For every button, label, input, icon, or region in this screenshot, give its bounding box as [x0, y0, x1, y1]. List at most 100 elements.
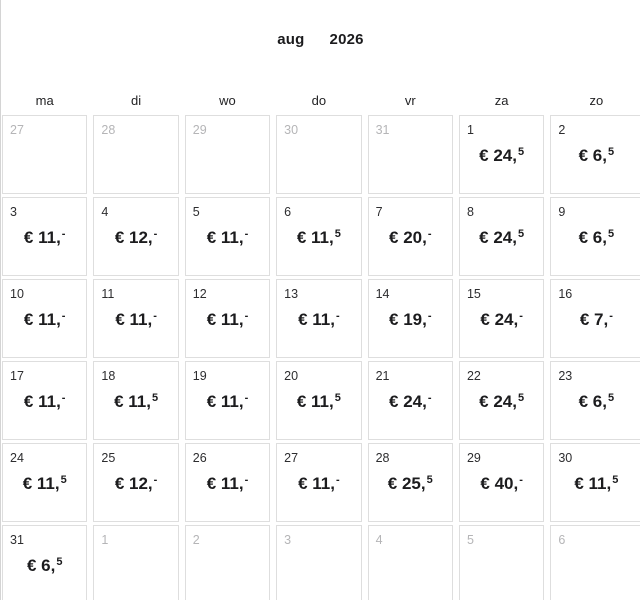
calendar-day-cell[interactable]: 1 € 24,5: [458, 115, 545, 194]
weekday-row: ma di wo do vr za zo: [2, 93, 640, 108]
calendar-day-cell[interactable]: 2 € 6,5: [550, 115, 640, 194]
day-number: 20: [284, 369, 299, 383]
calendar-day-cell: 1: [93, 525, 179, 600]
weekday-za: za: [494, 93, 509, 108]
day-price: € 11,5: [574, 474, 619, 493]
calendar-day-cell[interactable]: 24 € 11,5: [2, 443, 88, 522]
calendar-day-cell[interactable]: 22 € 24,5: [458, 361, 545, 440]
calendar-day-cell: 3: [276, 525, 362, 600]
day-price: € 11,5: [22, 474, 67, 493]
day-number: 21: [375, 369, 390, 383]
day-number: 2: [192, 533, 200, 547]
calendar-day-cell[interactable]: 11 € 11,-: [93, 279, 179, 358]
day-price: € 11,-: [206, 392, 249, 411]
day-number: 14: [375, 287, 390, 301]
day-price: € 12,-: [114, 228, 158, 247]
calendar-day-cell[interactable]: 6 € 11,5: [276, 197, 362, 276]
day-number: 25: [101, 451, 116, 465]
calendar-day-cell[interactable]: 25 € 12,-: [93, 443, 179, 522]
calendar-day-cell: 29: [184, 115, 271, 194]
calendar-day-cell[interactable]: 13 € 11,-: [276, 279, 362, 358]
calendar-day-cell[interactable]: 18 € 11,5: [93, 361, 179, 440]
weekday-zo: zo: [589, 93, 604, 108]
day-number: 31: [375, 123, 390, 137]
day-number: 3: [10, 205, 17, 219]
day-price: [376, 146, 445, 168]
day-number: 18: [101, 369, 116, 383]
calendar-day-cell[interactable]: 21 € 24,-: [367, 361, 453, 440]
calendar-day-cell[interactable]: 28 € 25,5: [367, 443, 453, 522]
day-number: 6: [558, 533, 566, 547]
day-price: [376, 556, 445, 578]
day-price: € 6,5: [26, 556, 63, 575]
calendar-day-cell[interactable]: 10 € 11,-: [2, 279, 88, 358]
calendar-day-cell: 2: [184, 525, 271, 600]
calendar-day-cell[interactable]: 31 € 6,5: [2, 525, 88, 600]
day-price: € 11,5: [296, 392, 341, 411]
day-number: 1: [101, 533, 109, 547]
day-number: 31: [10, 533, 24, 547]
day-number: 4: [101, 205, 109, 219]
calendar-day-cell: 6: [550, 525, 640, 600]
calendar-day-cell[interactable]: 27 € 11,-: [276, 443, 362, 522]
calendar-day-cell[interactable]: 5 € 11,-: [184, 197, 271, 276]
day-price: [193, 556, 262, 578]
day-price: € 19,-: [389, 310, 432, 329]
day-number: 15: [466, 287, 481, 301]
day-number: 7: [375, 205, 383, 219]
calendar-day-cell[interactable]: 16 € 7,-: [550, 279, 640, 358]
day-number: 28: [375, 451, 390, 465]
calendar-day-cell[interactable]: 3 € 11,-: [2, 197, 88, 276]
day-number: 1: [466, 123, 474, 137]
calendar-day-cell[interactable]: 4 € 12,-: [93, 197, 179, 276]
day-price: € 40,-: [480, 474, 523, 493]
day-number: 29: [192, 123, 207, 137]
calendar-day-cell[interactable]: 8 € 24,5: [458, 197, 545, 276]
day-number: 9: [558, 205, 566, 219]
day-price: [284, 556, 353, 578]
day-price: € 24,5: [479, 228, 525, 247]
day-number: 5: [192, 205, 200, 219]
day-price: € 11,-: [23, 392, 66, 411]
day-number: 12: [192, 287, 207, 301]
calendar-day-cell: 31: [367, 115, 453, 194]
day-number: 10: [10, 287, 24, 301]
calendar-day-cell[interactable]: 15 € 24,-: [458, 279, 545, 358]
day-number: 30: [558, 451, 573, 465]
calendar-grid: 27 28 29 30 31 1 € 24,5 2 € 6,5 3 € 11,- 4 €…: [2, 115, 640, 600]
calendar-day-cell[interactable]: 26 € 11,-: [184, 443, 271, 522]
calendar-day-cell[interactable]: 30 € 11,5: [550, 443, 640, 522]
calendar-day-cell[interactable]: 7 € 20,-: [367, 197, 453, 276]
day-number: 27: [10, 123, 24, 137]
calendar-day-cell[interactable]: 17 € 11,-: [2, 361, 88, 440]
weekday-di: di: [131, 93, 142, 108]
day-number: 16: [558, 287, 573, 301]
year-label: 2026: [329, 31, 364, 48]
day-price: [101, 556, 170, 578]
day-number: 28: [101, 123, 116, 137]
calendar-day-cell[interactable]: 29 € 40,-: [458, 443, 545, 522]
calendar-day-cell: 4: [367, 525, 453, 600]
day-price: € 11,-: [115, 310, 157, 329]
day-number: 8: [466, 205, 474, 219]
calendar-header: aug 2026: [1, 31, 640, 48]
day-price: [558, 556, 634, 578]
day-price: € 12,-: [114, 474, 158, 493]
day-number: 29: [466, 451, 481, 465]
day-number: 4: [375, 533, 383, 547]
day-number: 13: [284, 287, 299, 301]
calendar-day-cell[interactable]: 14 € 19,-: [367, 279, 453, 358]
day-number: 17: [10, 369, 24, 383]
weekday-wo: wo: [219, 93, 236, 108]
day-price: [284, 146, 353, 168]
day-number: 6: [284, 205, 292, 219]
calendar-day-cell[interactable]: 20 € 11,5: [276, 361, 362, 440]
calendar-day-cell[interactable]: 19 € 11,-: [184, 361, 271, 440]
day-number: 24: [10, 451, 24, 465]
calendar-day-cell[interactable]: 23 € 6,5: [550, 361, 640, 440]
calendar-day-cell[interactable]: 12 € 11,-: [184, 279, 271, 358]
calendar-day-cell[interactable]: 9 € 6,5: [550, 197, 640, 276]
day-number: 3: [284, 533, 292, 547]
calendar-day-cell: 5: [458, 525, 545, 600]
